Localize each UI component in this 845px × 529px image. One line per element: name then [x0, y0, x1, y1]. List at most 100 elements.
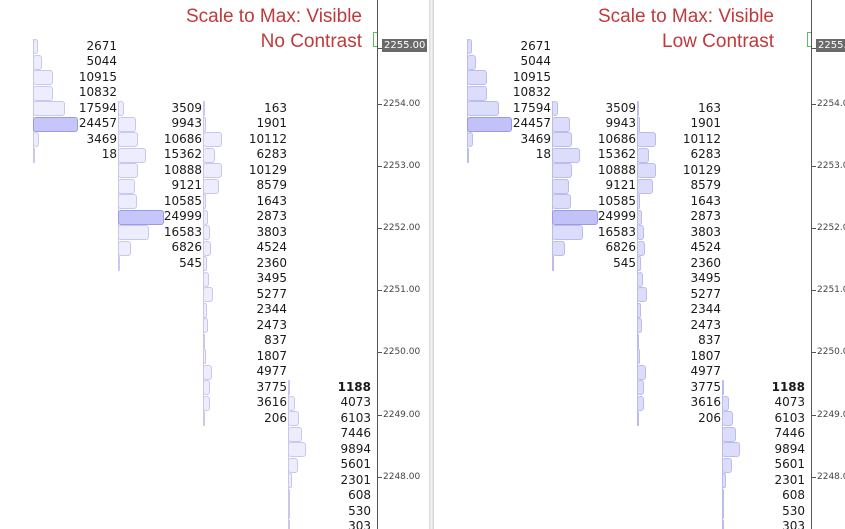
volume-value: 2344 [256, 302, 287, 316]
volume-value: 9121 [171, 178, 202, 192]
volume-bar [118, 132, 138, 147]
volume-bar [118, 225, 149, 240]
price-tick [811, 48, 816, 49]
volume-bar [722, 457, 732, 473]
volume-value: 2301 [774, 472, 805, 487]
volume-bar [118, 163, 138, 178]
price-tick-label: 2250.00 [383, 347, 421, 357]
price-tick-label: 2251.00 [383, 285, 421, 295]
volume-bar [203, 256, 207, 271]
volume-bar [637, 132, 656, 147]
volume-value: 10686 [597, 131, 636, 146]
volume-value: 10832 [78, 85, 117, 99]
volume-bar [552, 240, 565, 256]
volume-bar [637, 194, 640, 209]
price-tick-label: 2254.00 [817, 99, 845, 109]
volume-bar [467, 85, 487, 101]
volume-bar [118, 116, 136, 132]
volume-value: 10585 [597, 193, 636, 208]
volume-bar [552, 209, 598, 225]
volume-bar [203, 349, 206, 364]
volume-value: 1188 [337, 379, 371, 394]
volume-value: 6826 [171, 240, 202, 254]
volume-bar [637, 101, 639, 116]
volume-value: 10888 [597, 162, 636, 177]
volume-value: 10129 [682, 162, 721, 177]
current-price-marker [373, 32, 377, 47]
volume-bar [288, 519, 290, 529]
volume-value: 10888 [163, 162, 202, 177]
price-tick [811, 415, 816, 416]
price-tick [811, 477, 816, 478]
volume-value: 7446 [340, 426, 371, 440]
volume-value: 9943 [171, 116, 202, 130]
volume-value: 163 [698, 100, 721, 115]
price-tick [811, 228, 816, 229]
volume-value: 18 [535, 147, 551, 161]
volume-bar [722, 504, 724, 519]
volume-value: 206 [264, 410, 287, 425]
volume-value: 4073 [340, 395, 371, 409]
volume-value: 9121 [605, 178, 636, 192]
volume-bar [722, 473, 726, 488]
volume-value: 3803 [256, 224, 287, 239]
volume-value: 3469 [86, 131, 117, 146]
volume-value: 608 [782, 488, 805, 502]
volume-value: 8579 [256, 178, 287, 192]
panel-title-line1: Scale to Max: Visible [597, 6, 774, 27]
volume-value: 5044 [86, 54, 117, 68]
volume-value: 4524 [690, 240, 721, 254]
volume-value: 8579 [690, 178, 721, 192]
volume-bar [637, 349, 640, 364]
volume-bar [637, 318, 642, 333]
volume-bar [203, 209, 208, 225]
volume-value: 1901 [256, 116, 287, 130]
volume-bar [203, 380, 210, 395]
price-tick-label: 2250.00 [817, 347, 845, 357]
price-tick-label: 2251.00 [817, 285, 845, 295]
volume-value: 10112 [682, 131, 721, 146]
volume-value: 10915 [512, 69, 551, 84]
volume-value: 3509 [605, 100, 636, 115]
volume-bar [33, 147, 35, 163]
price-tick-label: 2248.00 [817, 472, 845, 482]
volume-bar [33, 85, 53, 101]
volume-value: 16583 [597, 224, 636, 239]
price-tick [811, 166, 816, 167]
volume-value: 545 [179, 255, 202, 270]
volume-bar [637, 380, 644, 395]
volume-bar [203, 225, 210, 240]
price-tick [811, 104, 816, 105]
volume-bar [467, 54, 476, 70]
current-price-tag: 2255.00 [382, 39, 428, 52]
volume-value: 9894 [774, 441, 805, 456]
volume-bar [33, 70, 53, 85]
panel-title-line2: Low Contrast [662, 31, 774, 52]
volume-value: 2301 [340, 472, 371, 487]
volume-value: 608 [348, 488, 371, 502]
price-axis-line [377, 0, 378, 529]
volume-value: 2344 [690, 302, 721, 316]
price-tick-label: 2254.00 [383, 99, 421, 109]
volume-value: 1807 [690, 348, 721, 363]
volume-bar [288, 380, 290, 395]
volume-value: 3469 [520, 131, 551, 146]
volume-value: 837 [264, 333, 287, 347]
volume-bar [203, 395, 210, 411]
volume-value: 1643 [256, 193, 287, 208]
volume-bar [722, 442, 740, 457]
volume-value: 545 [613, 255, 636, 270]
volume-bar [203, 240, 211, 256]
volume-value: 17594 [78, 100, 117, 115]
volume-bar [552, 147, 580, 163]
volume-value: 24999 [597, 209, 636, 223]
volume-bar [118, 240, 131, 256]
volume-bar [203, 101, 205, 116]
volume-bar [722, 426, 736, 442]
volume-value: 3509 [171, 100, 202, 115]
volume-value: 303 [348, 519, 371, 529]
price-tick-label: 2252.00 [383, 223, 421, 233]
volume-value: 6283 [256, 147, 287, 161]
panel-splitter[interactable] [429, 0, 434, 529]
volume-value: 2473 [256, 317, 287, 332]
